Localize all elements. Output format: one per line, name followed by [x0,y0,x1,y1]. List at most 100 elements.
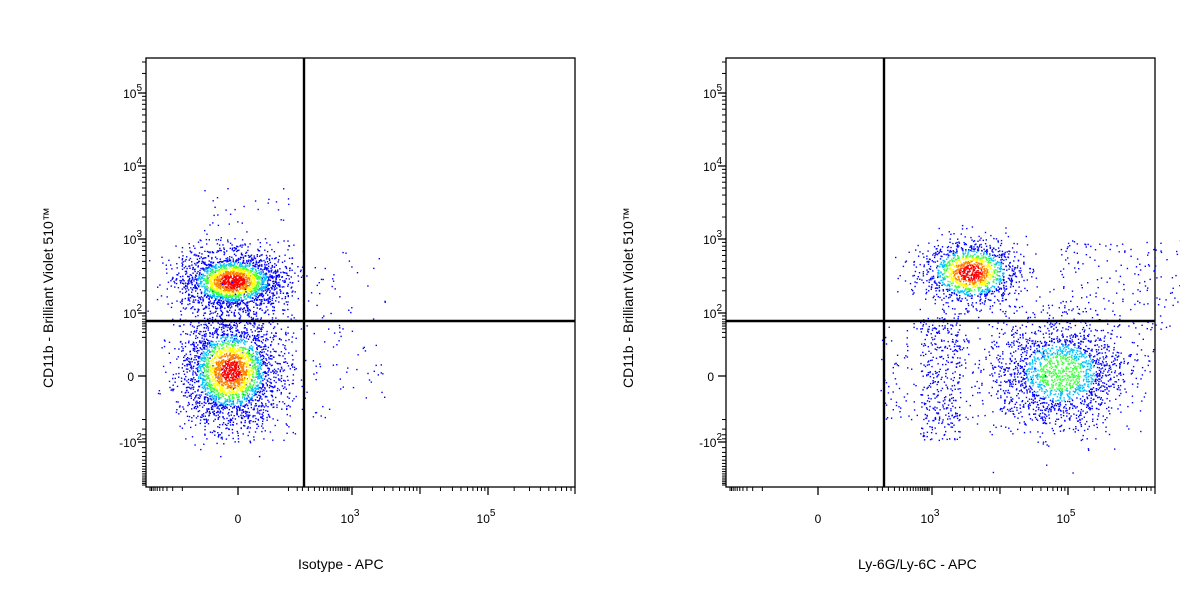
event-dot [239,349,241,352]
event-dot [220,352,222,354]
event-dot [190,331,192,333]
event-dot [186,415,189,417]
event-dot [271,276,273,278]
event-dot [208,346,211,348]
event-dot [227,306,229,308]
event-dot [204,399,206,401]
event-dot [286,413,288,416]
event-dot [253,366,255,369]
event-dot [259,356,261,359]
event-dot [227,301,229,303]
event-dot [205,286,208,288]
event-dot [204,354,206,356]
event-dot [241,275,243,278]
event-dot [221,286,223,288]
event-dot [249,255,251,257]
event-dot [243,273,246,275]
event-dot [226,287,228,290]
event-dot [286,272,288,275]
event-dot [219,353,221,355]
event-dot [211,268,214,271]
event-dot [218,377,221,379]
event-dot [223,265,226,267]
event-dot [233,341,235,343]
event-dot [217,382,219,385]
event-dot [264,277,266,280]
event-dot [208,274,211,276]
event-dot [212,377,214,379]
event-dot [238,304,240,306]
event-dot [224,270,226,272]
event-dot [284,309,286,311]
event-dot [213,280,216,282]
event-dot [263,389,265,392]
event-dot [245,264,247,266]
event-dot [249,259,252,262]
event-dot [191,361,193,363]
event-dot [260,396,262,398]
event-dot [275,276,278,279]
event-dot [234,294,236,297]
event-dot [272,356,275,358]
event-dot [186,380,188,382]
event-dot [232,341,234,343]
event-dot [222,301,224,303]
event-dot [248,281,251,283]
event-dot [246,332,249,334]
event-dot [184,365,186,367]
event-dot [239,269,242,271]
event-dot [229,298,231,301]
event-dot [279,370,281,373]
event-dot [229,328,231,330]
event-dot [231,247,234,249]
event-dot [185,270,188,272]
event-dot [198,276,200,278]
event-dot [216,354,218,356]
event-dot [230,287,232,290]
event-dot [246,391,248,393]
event-dot [273,371,276,373]
event-dot [243,365,245,367]
event-dot [178,272,180,274]
event-dot [265,286,268,289]
event-dot [229,260,231,262]
event-dot [227,260,229,263]
event-dot [220,389,222,392]
event-dot [244,419,246,422]
event-dot [216,362,218,365]
event-dot [225,289,227,292]
event-dot [234,315,236,317]
event-dot [218,355,220,358]
event-dot [211,275,213,277]
event-dot [209,344,211,347]
event-dot [236,423,238,425]
event-dot [197,415,199,417]
event-dot [179,425,181,428]
event-dot [258,327,260,329]
event-dot [225,369,228,371]
event-dot [216,384,218,386]
event-dot [266,269,268,271]
event-dot [250,271,252,273]
event-dot [161,256,163,258]
event-dot [228,412,230,414]
event-dot [226,261,228,263]
event-dot [261,264,263,266]
event-dot [172,373,175,376]
event-dot [276,275,278,277]
event-dot [181,251,183,253]
event-dot [242,356,244,359]
event-dot [194,247,196,249]
event-dot [242,261,245,264]
event-dot [222,279,225,282]
event-dot [286,407,288,410]
event-dot [231,331,234,333]
event-dot [215,278,218,280]
event-dot [191,264,193,266]
event-dot [204,330,207,333]
event-dot [224,273,227,276]
event-dot [256,359,258,361]
event-dot [226,380,228,382]
event-dot [261,289,263,291]
event-dot [211,384,214,387]
